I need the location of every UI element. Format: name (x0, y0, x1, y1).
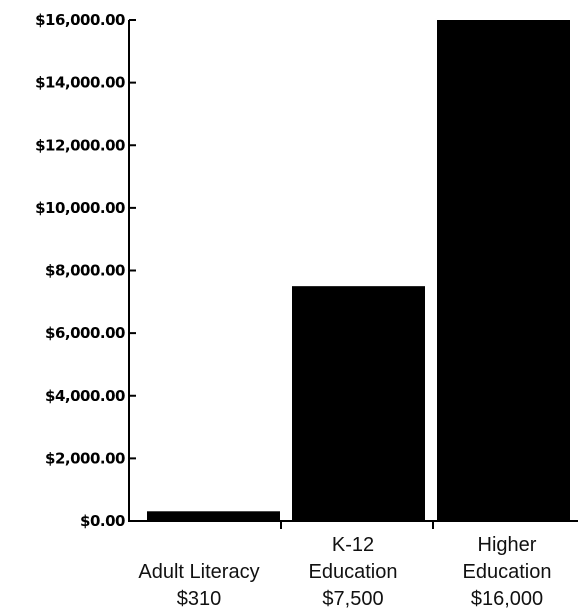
bar (437, 20, 570, 521)
y-tick-label: $16,000.00 (35, 11, 125, 29)
y-tick-label: $2,000.00 (45, 449, 125, 467)
y-tick-label: $14,000.00 (35, 74, 125, 92)
bar (292, 286, 425, 521)
category-label-line: Adult Literacy (138, 561, 259, 583)
bars (147, 20, 570, 521)
category-label-line: $16,000 (471, 588, 543, 610)
category-label-line: $310 (177, 588, 222, 610)
x-axis (129, 520, 578, 529)
category-label-line: $7,500 (322, 588, 383, 610)
category-label-line: Education (309, 561, 398, 583)
y-tick-label: $4,000.00 (45, 387, 125, 405)
y-tick-label: $0.00 (80, 512, 125, 530)
category-label-line: K-12 (332, 534, 374, 556)
category-label-line: Higher (478, 534, 537, 556)
y-tick-label: $10,000.00 (35, 199, 125, 217)
bar (147, 511, 280, 521)
y-axis: $0.00 $2,000.00 $4,000.00 $6,000.00 $8,000.0… (35, 11, 136, 530)
y-tick-label: $8,000.00 (45, 262, 125, 280)
category-labels: Adult Literacy $310 K-12 Education $7,500 Hig… (138, 534, 551, 610)
category-label-line: Education (463, 561, 552, 583)
y-tick-label: $12,000.00 (35, 136, 125, 154)
y-tick-label: $6,000.00 (45, 324, 125, 342)
